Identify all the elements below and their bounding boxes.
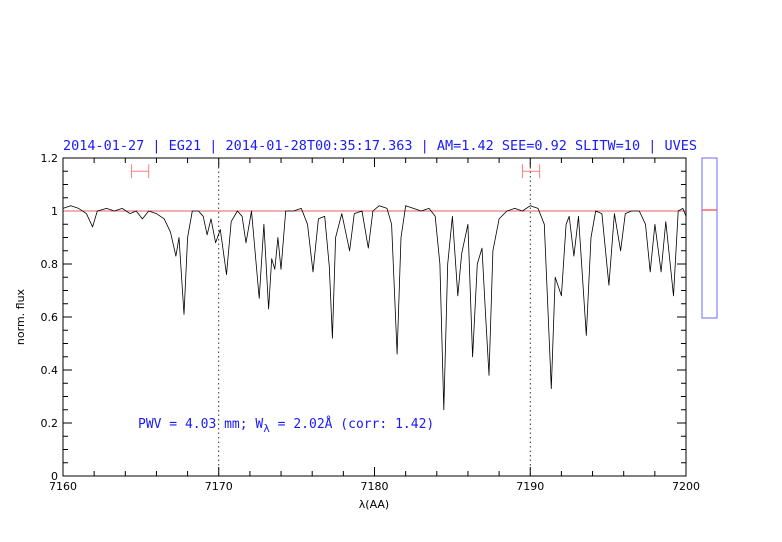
- chart-marks: [62, 158, 687, 476]
- x-tick-label: 7190: [516, 480, 544, 493]
- x-axis-label: λ(AA): [359, 498, 389, 511]
- range-marker: [521, 164, 541, 179]
- y-tick-label: 0: [51, 470, 58, 483]
- y-tick-label: 1.2: [41, 152, 59, 165]
- pwv-text: PWV = 4.03 mm; W: [138, 417, 263, 432]
- y-tick-label: 0.6: [41, 311, 59, 324]
- pwv-subscript: λ: [263, 422, 270, 435]
- y-tick-label: 1: [51, 205, 58, 218]
- y-tick-label: 0.2: [41, 417, 59, 430]
- side-indicator: [701, 157, 718, 319]
- x-tick-label: 7180: [361, 480, 389, 493]
- y-axis-label: norm. flux: [14, 288, 27, 345]
- y-tick-label: 0.4: [41, 364, 59, 377]
- axis-ticks: 7160 7170 7180 7190 7200 0 0.2 0.4 0.6 0.8 1 1.2: [41, 152, 701, 493]
- x-tick-label: 7160: [49, 480, 77, 493]
- range-marker: [131, 164, 150, 179]
- y-tick-label: 0.8: [41, 258, 59, 271]
- plot-frame: [62, 157, 687, 477]
- pwv-annotation: PWV = 4.03 mm; Wλ = 2.02Å (corr: 1.42): [138, 416, 434, 435]
- x-tick-label: 7170: [205, 480, 233, 493]
- chart-title: 2014-01-27 | EG21 | 2014-01-28T00:35:17.…: [63, 138, 697, 154]
- spectrum-line: [62, 205, 687, 411]
- pwv-rest: = 2.02Å (corr: 1.42): [270, 416, 434, 432]
- side-indicator-box: [701, 157, 718, 319]
- x-tick-label: 7200: [672, 480, 700, 493]
